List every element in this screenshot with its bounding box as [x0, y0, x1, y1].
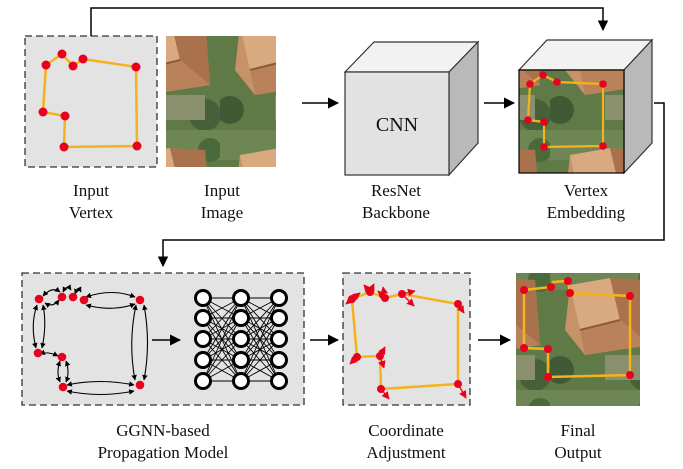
input-vertex-polygon [41, 52, 139, 149]
graph-node [79, 295, 89, 305]
vertex-point [454, 300, 462, 308]
neural-network-icon [194, 289, 288, 390]
vertex-embedding-cube [517, 38, 654, 175]
vertex-point [539, 71, 547, 79]
caption-ggnn-1: GGNN-based [116, 421, 210, 440]
vertex-point [366, 288, 374, 296]
caption-input-vertex-2: Vertex [69, 203, 114, 222]
network-edge [202, 338, 242, 382]
vertex-point [626, 371, 634, 379]
network-node [270, 330, 288, 348]
cnn-label: CNN [376, 114, 418, 136]
vertex-point [524, 116, 532, 124]
network-node [232, 289, 250, 307]
coordinate-points [348, 288, 462, 393]
network-edge [202, 317, 242, 382]
graph-node [58, 382, 68, 392]
vertex-point [520, 344, 528, 352]
network-node [194, 289, 212, 307]
connector-embedding-to-ggnn [157, 102, 665, 268]
graph-node [33, 348, 43, 358]
network-node [194, 372, 212, 390]
network-node [270, 289, 288, 307]
vertex-point [376, 352, 384, 360]
vertex-point [38, 107, 48, 117]
caption-input-vertex-1: Input [73, 181, 109, 200]
vertex-point [68, 61, 78, 71]
network-edge [202, 297, 242, 361]
embedding-points [524, 71, 607, 151]
network-edge [202, 297, 242, 340]
vertex-point [398, 290, 406, 298]
vertex-point [377, 385, 385, 393]
network-node [194, 330, 212, 348]
final-points [520, 277, 634, 381]
aerial-rooftop-image [166, 36, 276, 167]
caption-resnet-2: Backbone [362, 203, 430, 222]
vertex-point [553, 78, 561, 86]
vertex-point [540, 143, 548, 151]
vertex-point [381, 294, 389, 302]
ggnn-graph-nodes [33, 292, 145, 392]
caption-input-image-2: Image [201, 203, 243, 222]
caption-final-2: Output [554, 443, 602, 462]
cnn-cube [343, 40, 480, 177]
vertex-point [564, 277, 572, 285]
caption-coordinate-2: Adjustment [366, 443, 446, 462]
caption-final-1: Final [561, 421, 596, 440]
caption-resnet-1: ResNet [371, 181, 421, 200]
network-node [270, 351, 288, 369]
caption-input-image-1: Input [204, 181, 240, 200]
vertex-point [566, 289, 574, 297]
network-edge [240, 317, 280, 382]
vertex-point [540, 118, 548, 126]
vertex-point [60, 111, 70, 121]
network-node [270, 372, 288, 390]
graph-node [57, 292, 67, 302]
graph-node [135, 380, 145, 390]
vertex-point [59, 142, 69, 152]
vertex-point [132, 141, 142, 151]
caption-ggnn-2: Propagation Model [98, 443, 229, 462]
caption-coordinate-1: Coordinate [368, 421, 444, 440]
network-edge [240, 297, 280, 340]
network-edge [240, 297, 280, 361]
vertex-point [78, 54, 88, 64]
graph-node [34, 294, 44, 304]
network-node [194, 309, 212, 327]
vertex-point [599, 142, 607, 150]
skip-connector-top [90, 7, 609, 36]
vertex-point [544, 345, 552, 353]
vertex-point [41, 60, 51, 70]
vertex-point [526, 80, 534, 88]
network-node [232, 330, 250, 348]
ggnn-graph-edges [32, 284, 149, 396]
vertex-point [626, 292, 634, 300]
caption-embedding-2: Embedding [547, 203, 626, 222]
network-node [232, 372, 250, 390]
vertex-point [454, 380, 462, 388]
network-node [232, 309, 250, 327]
network-edge [240, 338, 280, 382]
vertex-point [131, 62, 141, 72]
vertex-point [348, 295, 356, 303]
vertex-point [520, 286, 528, 294]
vertex-point [547, 283, 555, 291]
graph-node [57, 352, 67, 362]
graph-node [135, 295, 145, 305]
vertex-point [599, 80, 607, 88]
network-node [194, 351, 212, 369]
graph-node [68, 292, 78, 302]
network-node [232, 351, 250, 369]
caption-embedding-1: Vertex [564, 181, 609, 200]
input-vertex-points [38, 49, 142, 152]
network-node [270, 309, 288, 327]
vertex-point [57, 49, 67, 59]
vertex-point [544, 373, 552, 381]
vertex-point [353, 353, 361, 361]
